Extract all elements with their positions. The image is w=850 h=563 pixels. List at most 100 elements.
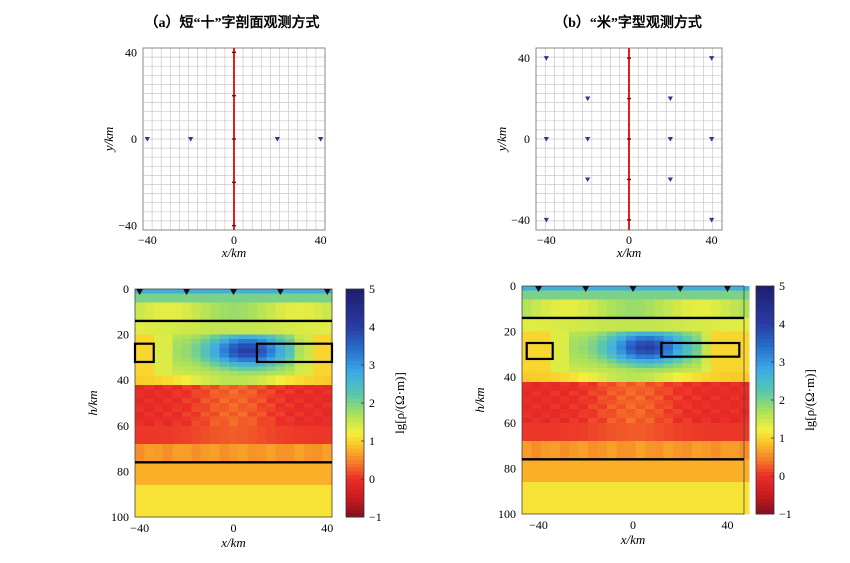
heatmap-cell [682, 349, 693, 355]
heatmap-cell [625, 295, 636, 301]
colorbar-segment [346, 311, 364, 317]
heatmap-cell [275, 311, 286, 317]
heatmap-cell [625, 377, 636, 383]
heatmap-cell [285, 307, 296, 313]
heatmap-cell [200, 348, 211, 354]
heatmap-cell [597, 427, 608, 433]
heatmap-cell [144, 380, 155, 386]
heatmap-cell [559, 413, 570, 419]
heatmap-cell [285, 325, 296, 331]
heatmap-cell [654, 445, 665, 451]
heatmap-cell [275, 330, 286, 336]
heatmap-cell [191, 425, 202, 431]
heatmap-cell [616, 486, 627, 492]
heatmap-cell [322, 384, 333, 390]
heatmap-cell [720, 308, 731, 314]
heatmap-cell [559, 459, 570, 465]
heatmap-cell [181, 494, 192, 500]
heatmap-cell [550, 390, 561, 397]
heatmap-cell [588, 477, 599, 483]
heatmap-cell [153, 339, 164, 345]
heatmap-cell [275, 357, 286, 363]
heatmap-cell [256, 398, 267, 404]
heatmap-cell [578, 436, 589, 442]
heatmap-cell [266, 330, 277, 336]
heatmap-cell [635, 509, 646, 515]
heatmap-cell [673, 445, 684, 451]
heatmap-cell [275, 462, 286, 468]
heatmap-cell [238, 398, 249, 404]
heatmap-cell [153, 380, 164, 386]
heatmap-cell [163, 339, 174, 345]
heatmap-cell [663, 372, 674, 378]
heatmap-cell [710, 477, 721, 483]
heatmap-cell [210, 298, 221, 304]
heatmap-cell [294, 462, 305, 468]
heatmap-cell [729, 491, 740, 497]
heatmap-cell [294, 307, 305, 313]
anomaly-box [660, 341, 741, 358]
heatmap-cell [191, 430, 202, 436]
heatmap-cell [625, 286, 636, 292]
heatmap-cell [285, 343, 296, 349]
heatmap-cell [191, 398, 202, 404]
heatmap-cell [210, 311, 221, 317]
heatmap-cell [701, 349, 712, 355]
heatmap-cell [294, 375, 305, 381]
heatmap-cell [654, 509, 665, 515]
heatmap-cell [522, 308, 533, 314]
heatmap-cell [531, 363, 542, 369]
colorbar-segment [756, 426, 774, 431]
heatmap-cell [569, 295, 580, 301]
heatmap-cell [673, 468, 684, 474]
heatmap-cell [144, 462, 155, 468]
heatmap-cell [228, 453, 239, 459]
heatmap-cell [285, 489, 296, 495]
heatmap-cell [219, 485, 230, 491]
heatmap-cell [720, 349, 731, 355]
heatmap-cell [303, 434, 314, 441]
heatmap-cell [635, 445, 646, 451]
heatmap-cell [531, 317, 542, 324]
heatmap-cell [313, 412, 324, 418]
heatmap-cell [144, 393, 155, 400]
heatmap-cell [275, 320, 286, 327]
heatmap-cell [550, 463, 561, 469]
heatmap-cell [701, 304, 712, 310]
heatmap-cell [692, 286, 703, 292]
heatmap-cell [550, 495, 561, 501]
heatmap-cell [313, 457, 324, 463]
heatmap-cell [238, 389, 249, 395]
heatmap-cell [673, 504, 684, 511]
heatmap-cell [191, 320, 202, 327]
heatmap-cell [710, 450, 721, 456]
heatmap-cell [172, 444, 183, 450]
heatmap-cell [673, 345, 684, 351]
heatmap-cell [322, 352, 333, 358]
heatmap-cell [701, 441, 712, 447]
heatmap-cell [588, 422, 599, 428]
heatmap-cell [616, 422, 627, 428]
heatmap-cell [701, 322, 712, 328]
heatmap-cell [540, 317, 551, 324]
heatmap-cell [522, 500, 533, 506]
heatmap-cell [616, 418, 627, 424]
heatmap-cell [219, 371, 230, 377]
station-marker [274, 137, 280, 142]
heatmap-cell [701, 459, 712, 465]
heatmap-cell [144, 403, 155, 409]
heatmap-cell [607, 327, 618, 333]
heatmap-cell [654, 454, 665, 460]
heatmap-cell [322, 471, 333, 477]
heatmap-cell [256, 444, 267, 450]
heatmap-cell [673, 295, 684, 301]
heatmap-cell [540, 418, 551, 424]
heatmap-cell [303, 498, 314, 504]
heatmap-cell [692, 450, 703, 456]
heatmap-cell [531, 477, 542, 483]
y-tick-label: 20 [504, 325, 516, 339]
colorbar-segment [346, 365, 364, 370]
heatmap-cell [285, 434, 296, 441]
heatmap-cell [625, 358, 636, 365]
station-marker [318, 137, 324, 142]
